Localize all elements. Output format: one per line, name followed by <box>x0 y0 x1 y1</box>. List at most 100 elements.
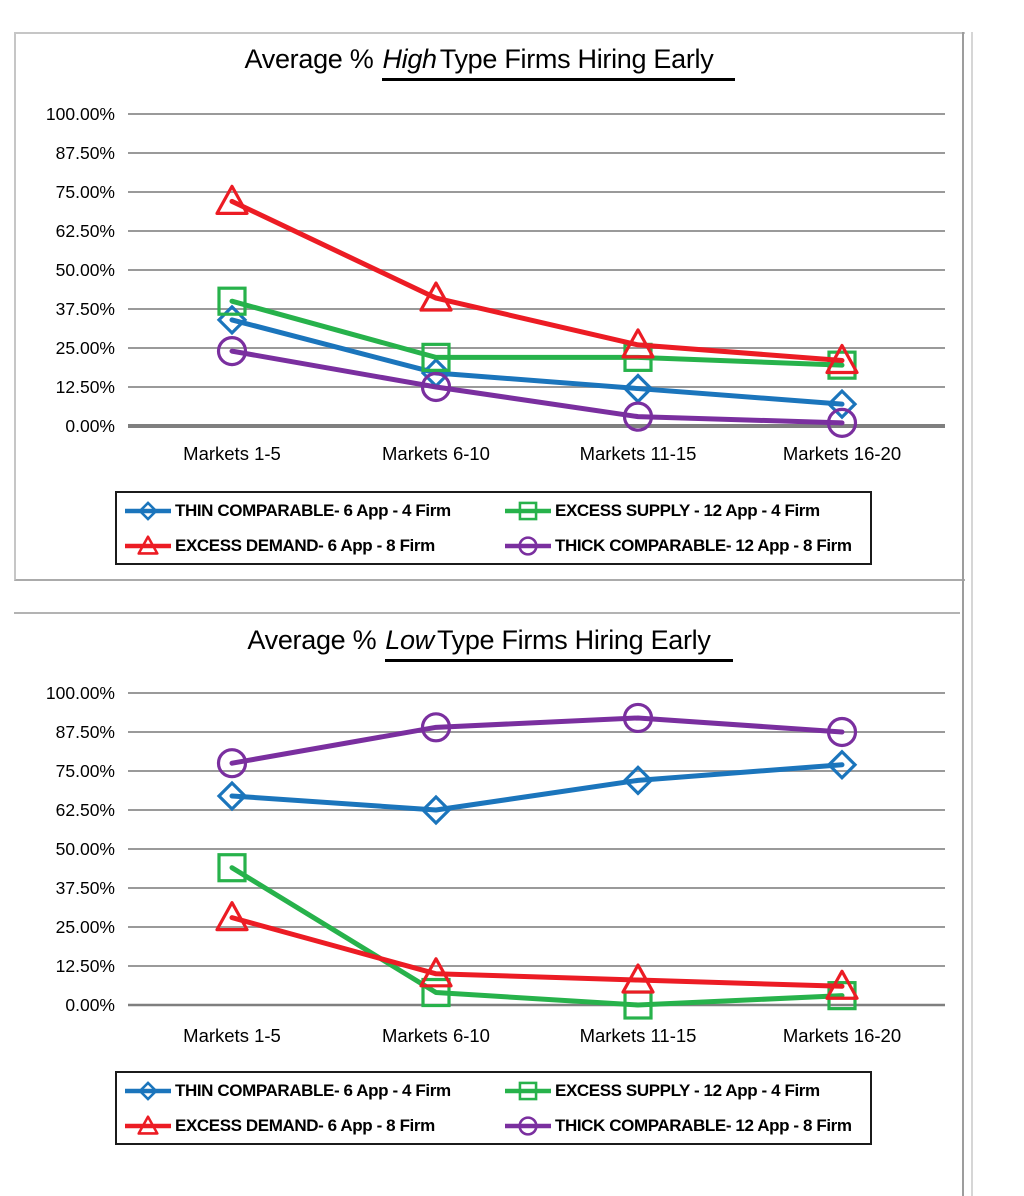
page-2-top-border <box>14 612 960 614</box>
diamond-marker <box>138 1080 158 1101</box>
series-line <box>229 298 845 368</box>
title-type-word: High <box>382 44 437 74</box>
circle-marker <box>826 407 858 438</box>
series-line <box>229 317 845 407</box>
triangle-marker <box>621 963 655 994</box>
right-page-edge-line-outer <box>971 32 973 1196</box>
circle-marker <box>826 716 858 748</box>
y-axis-tick-label: 87.50% <box>56 143 115 163</box>
series-line <box>229 198 845 363</box>
diamond-marker <box>138 500 158 521</box>
square-marker <box>827 350 857 380</box>
title-rest: Type Firms Hiring Early <box>436 625 711 655</box>
diamond-marker <box>826 749 858 781</box>
legend-item: EXCESS SUPPLY - 12 App - 4 Firm <box>504 498 870 524</box>
triangle-marker <box>419 281 453 312</box>
triangle-marker <box>419 957 453 988</box>
legend-item: THIN COMPARABLE- 6 App - 4 Firm <box>124 498 504 524</box>
x-axis-label: Markets 6-10 <box>382 1025 490 1046</box>
legend-circle-swatch <box>505 1115 551 1136</box>
legend-item: THIN COMPARABLE- 6 App - 4 Firm <box>124 1078 504 1104</box>
low-chart-legend: THIN COMPARABLE- 6 App - 4 Firm EXCESS SU… <box>115 1071 872 1145</box>
diamond-marker <box>420 794 452 826</box>
series-line <box>229 865 845 1008</box>
title-prefix: Average % <box>244 44 374 74</box>
circle-marker <box>216 748 248 779</box>
y-axis-tick-label: 12.50% <box>56 956 115 976</box>
legend-square-swatch <box>505 501 551 520</box>
x-axis-label: Markets 11-15 <box>580 1025 697 1046</box>
title-underlined-part: Low Type Firms Hiring Early <box>385 625 733 662</box>
triangle-marker <box>621 328 655 359</box>
legend-diamond-swatch <box>125 500 171 521</box>
series-line <box>229 348 845 426</box>
diamond-marker <box>622 765 654 796</box>
y-axis-tick-label: 0.00% <box>65 416 115 436</box>
x-axis-label: Markets 16-20 <box>783 443 901 464</box>
y-axis-tick-label: 50.00% <box>56 260 115 280</box>
legend-circle-swatch <box>505 535 551 556</box>
circle-marker <box>420 371 452 403</box>
diamond-marker <box>216 780 248 812</box>
square-marker <box>518 501 538 520</box>
legend-label: EXCESS SUPPLY - 12 App - 4 Firm <box>555 1080 820 1100</box>
legend-item: EXCESS SUPPLY - 12 App - 4 Firm <box>504 1078 870 1104</box>
series-line <box>229 915 845 989</box>
triangle-marker <box>215 184 249 215</box>
triangle-marker <box>137 534 159 555</box>
y-axis-tick-label: 25.00% <box>56 917 115 937</box>
high-chart-title: Average % High Type Firms Hiring Early <box>0 44 980 81</box>
title-underlined-part: High Type Firms Hiring Early <box>382 44 736 81</box>
legend-item: THICK COMPARABLE- 12 App - 8 Firm <box>504 533 870 559</box>
square-marker <box>217 286 247 316</box>
triangle-marker <box>825 969 859 1000</box>
low-chart-title: Average % Low Type Firms Hiring Early <box>0 625 980 662</box>
circle-marker <box>216 336 248 367</box>
square-marker <box>518 1081 538 1100</box>
y-axis-tick-label: 50.00% <box>56 839 115 859</box>
y-axis-tick-label: 100.00% <box>46 104 115 124</box>
series-line <box>229 762 845 813</box>
x-axis-label: Markets 1-5 <box>183 1025 281 1046</box>
x-axis-label: Markets 16-20 <box>783 1025 901 1046</box>
legend-diamond-swatch <box>125 1080 171 1101</box>
x-axis-label: Markets 1-5 <box>183 443 281 464</box>
legend-item: THICK COMPARABLE- 12 App - 8 Firm <box>504 1113 870 1139</box>
y-axis-tick-label: 37.50% <box>56 878 115 898</box>
circle-marker <box>420 712 452 743</box>
circle-marker <box>518 535 538 556</box>
y-axis-tick-label: 12.50% <box>56 377 115 397</box>
legend-label: THIN COMPARABLE- 6 App - 4 Firm <box>175 1080 451 1100</box>
legend-item: EXCESS DEMAND- 6 App - 8 Firm <box>124 533 504 559</box>
legend-triangle-swatch <box>125 1114 171 1135</box>
legend-triangle-swatch <box>125 534 171 555</box>
circle-marker <box>622 401 654 432</box>
circle-marker <box>622 702 654 734</box>
y-axis-tick-label: 100.00% <box>46 683 115 703</box>
title-prefix: Average % <box>247 625 377 655</box>
legend-label: EXCESS DEMAND- 6 App - 8 Firm <box>175 1115 435 1135</box>
legend-label: THIN COMPARABLE- 6 App - 4 Firm <box>175 500 451 520</box>
high-chart-legend: THIN COMPARABLE- 6 App - 4 Firm EXCESS SU… <box>115 491 872 565</box>
page-1-border <box>14 32 965 581</box>
legend-label: THICK COMPARABLE- 12 App - 8 Firm <box>555 535 852 555</box>
diamond-marker <box>826 388 858 420</box>
right-page-edge-line <box>962 32 964 1196</box>
title-rest: Type Firms Hiring Early <box>439 44 714 74</box>
x-axis-label: Markets 6-10 <box>382 443 490 464</box>
square-marker <box>217 853 247 883</box>
legend-label: THICK COMPARABLE- 12 App - 8 Firm <box>555 1115 852 1135</box>
y-axis-tick-label: 87.50% <box>56 722 115 742</box>
series-line <box>229 715 845 766</box>
triangle-marker <box>215 901 249 932</box>
y-axis-tick-label: 75.00% <box>56 182 115 202</box>
y-axis-tick-label: 62.50% <box>56 800 115 820</box>
square-marker <box>421 342 451 372</box>
square-marker <box>421 977 451 1008</box>
y-axis-tick-label: 75.00% <box>56 761 115 781</box>
legend-label: EXCESS SUPPLY - 12 App - 4 Firm <box>555 500 820 520</box>
circle-marker <box>518 1115 538 1136</box>
y-axis-tick-label: 62.50% <box>56 221 115 241</box>
